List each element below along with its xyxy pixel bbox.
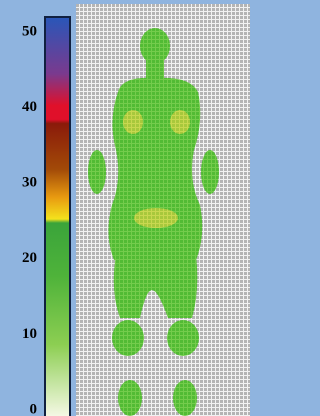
color-scale — [46, 18, 69, 416]
scale-label: 10 — [22, 326, 37, 342]
scale-label: 50 — [22, 23, 37, 39]
spot — [134, 208, 178, 228]
spot — [170, 110, 190, 134]
right-foot — [173, 380, 197, 416]
left-foot — [118, 380, 142, 416]
scale-label: 40 — [22, 99, 37, 115]
head — [140, 28, 170, 64]
spot — [123, 110, 143, 134]
right-knee — [167, 320, 199, 356]
scale-labels: 0 10 20 30 40 50 — [22, 23, 37, 416]
scale-label: 30 — [22, 175, 37, 191]
neck — [146, 60, 164, 80]
right-arm — [201, 150, 219, 194]
left-knee — [112, 320, 144, 356]
torso — [108, 78, 202, 260]
scale-label: 0 — [30, 401, 38, 416]
left-arm — [88, 150, 106, 194]
scale-label: 20 — [22, 250, 37, 266]
pressure-map-view: 0 10 20 30 40 50 — [0, 0, 255, 416]
